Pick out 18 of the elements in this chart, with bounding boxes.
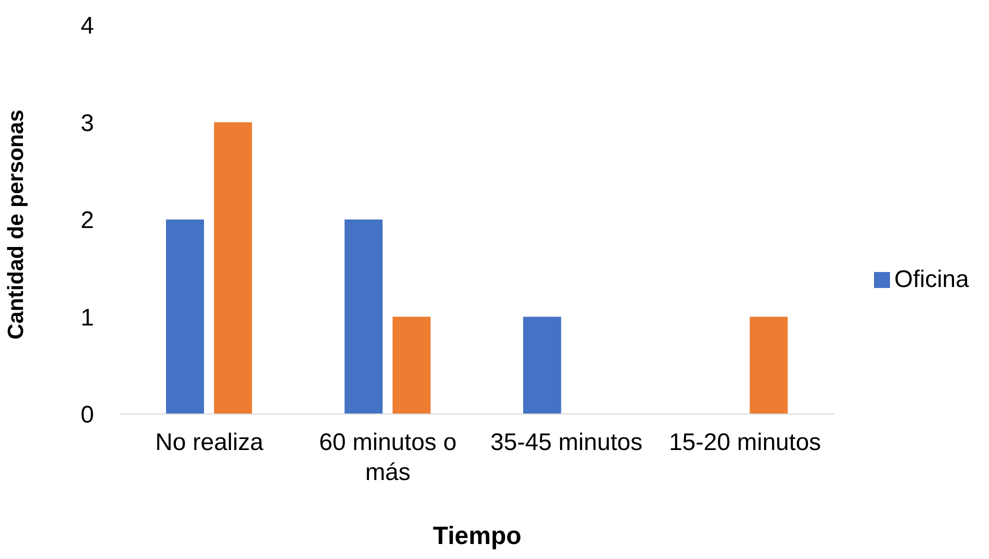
x-tick-label: No realiza xyxy=(155,429,264,456)
bar xyxy=(392,316,431,414)
y-tick-label: 1 xyxy=(80,304,94,332)
bar xyxy=(166,220,204,414)
x-tick-label: 35-45 minutos xyxy=(490,429,642,456)
y-tick-label: 3 xyxy=(80,110,94,137)
x-tick-label: 15-20 minutos xyxy=(668,429,822,456)
legend-label: Oficina xyxy=(894,266,969,292)
y-tick-label: 0 xyxy=(80,402,94,429)
y-axis-title: Cantidad de personas xyxy=(2,110,28,340)
x-tick-label: 60 minutos o más xyxy=(319,429,457,486)
y-tick-label: 4 xyxy=(80,12,94,40)
y-tick-label: 2 xyxy=(80,207,94,234)
bar xyxy=(523,316,562,414)
bar xyxy=(750,316,788,414)
x-axis-title: Tiempo xyxy=(432,522,522,550)
bar xyxy=(214,122,252,414)
bar xyxy=(344,220,383,414)
